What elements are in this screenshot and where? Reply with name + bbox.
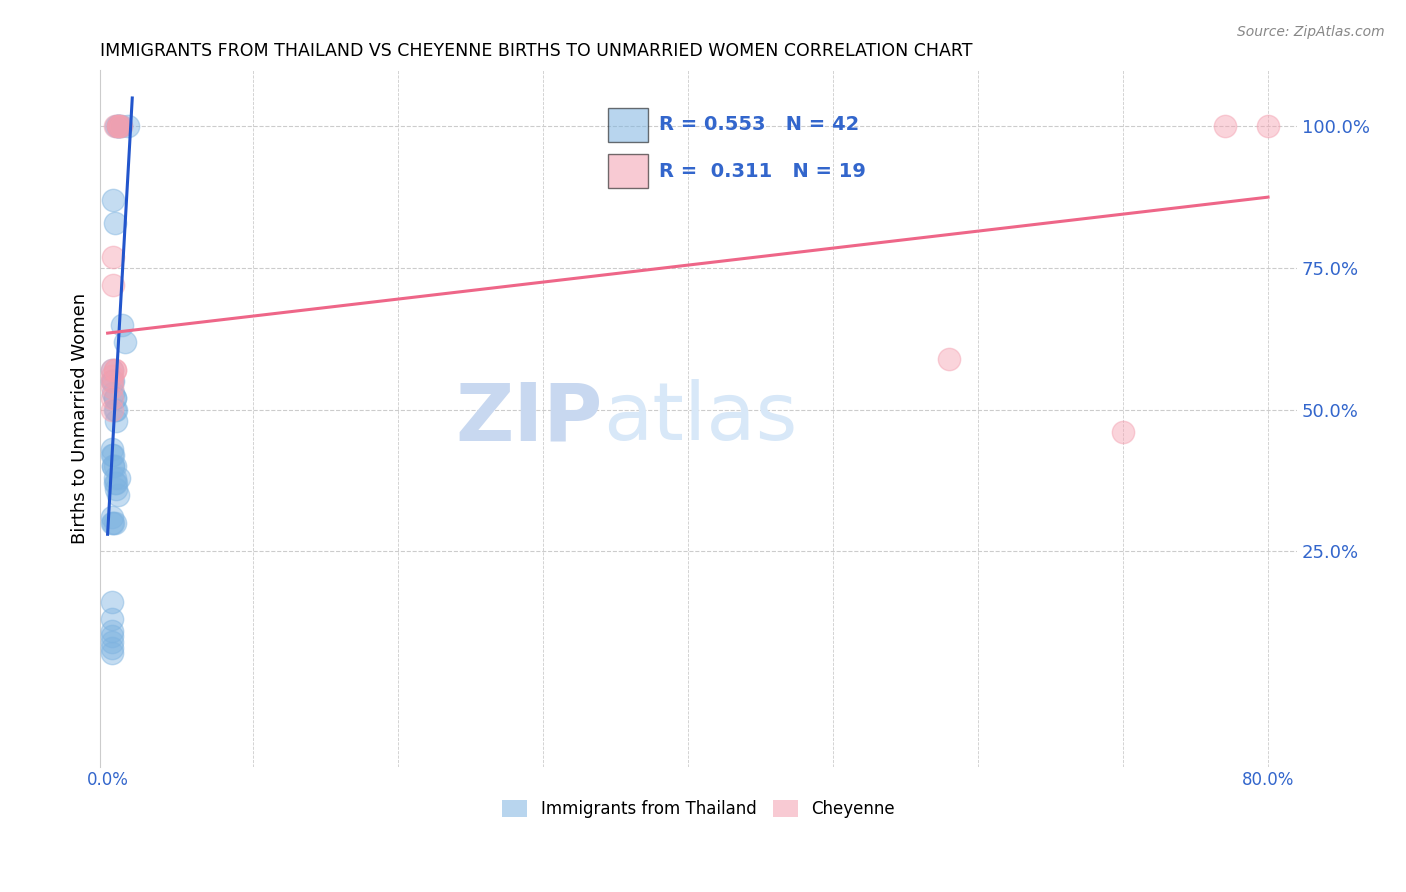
Point bbox=[101, 368, 124, 383]
Point bbox=[105, 414, 128, 428]
Point bbox=[101, 448, 124, 462]
Point bbox=[105, 482, 128, 496]
Point bbox=[108, 470, 131, 484]
Point bbox=[107, 120, 129, 134]
Point bbox=[103, 448, 125, 462]
Point bbox=[103, 193, 125, 207]
Point bbox=[104, 459, 127, 474]
Point bbox=[101, 624, 124, 638]
Text: ZIP: ZIP bbox=[456, 379, 603, 457]
Point bbox=[104, 402, 127, 417]
Point bbox=[117, 120, 139, 134]
Point bbox=[108, 120, 131, 134]
Point bbox=[101, 516, 124, 530]
Point bbox=[938, 351, 960, 366]
Point bbox=[104, 216, 127, 230]
Point bbox=[103, 277, 125, 292]
Point bbox=[110, 120, 132, 134]
Point bbox=[104, 120, 127, 134]
Point bbox=[104, 470, 127, 484]
Point bbox=[101, 363, 124, 377]
Point bbox=[101, 646, 124, 660]
Point bbox=[105, 402, 128, 417]
Point bbox=[103, 385, 125, 400]
Point bbox=[104, 391, 127, 405]
Point bbox=[101, 510, 124, 524]
Point bbox=[101, 402, 124, 417]
Point bbox=[104, 363, 127, 377]
Point bbox=[105, 120, 128, 134]
Point bbox=[1257, 120, 1279, 134]
Point bbox=[104, 391, 127, 405]
Text: IMMIGRANTS FROM THAILAND VS CHEYENNE BIRTHS TO UNMARRIED WOMEN CORRELATION CHART: IMMIGRANTS FROM THAILAND VS CHEYENNE BIR… bbox=[100, 42, 973, 60]
Point bbox=[107, 120, 129, 134]
Point bbox=[101, 595, 124, 609]
Point bbox=[103, 459, 125, 474]
Point bbox=[114, 334, 136, 349]
Point bbox=[101, 442, 124, 457]
Point bbox=[101, 629, 124, 643]
Point bbox=[101, 380, 124, 394]
Point bbox=[103, 459, 125, 474]
Point bbox=[101, 640, 124, 655]
Text: Source: ZipAtlas.com: Source: ZipAtlas.com bbox=[1237, 25, 1385, 39]
Point bbox=[107, 120, 129, 134]
Point bbox=[111, 318, 134, 332]
Point bbox=[108, 120, 131, 134]
Point bbox=[104, 476, 127, 491]
Point bbox=[101, 391, 124, 405]
Point bbox=[103, 374, 125, 388]
Legend: Immigrants from Thailand, Cheyenne: Immigrants from Thailand, Cheyenne bbox=[496, 793, 901, 824]
Point bbox=[105, 476, 128, 491]
Point bbox=[103, 516, 125, 530]
Point bbox=[104, 516, 127, 530]
Point bbox=[107, 487, 129, 501]
Text: atlas: atlas bbox=[603, 379, 797, 457]
Point bbox=[110, 120, 132, 134]
Point bbox=[104, 363, 127, 377]
Y-axis label: Births to Unmarried Women: Births to Unmarried Women bbox=[72, 293, 89, 543]
Point bbox=[103, 250, 125, 264]
Point bbox=[1213, 120, 1236, 134]
Point bbox=[101, 612, 124, 626]
Point bbox=[101, 374, 124, 388]
Point bbox=[101, 363, 124, 377]
Point bbox=[1112, 425, 1135, 440]
Point bbox=[101, 635, 124, 649]
Point bbox=[101, 374, 124, 388]
Point bbox=[107, 120, 129, 134]
